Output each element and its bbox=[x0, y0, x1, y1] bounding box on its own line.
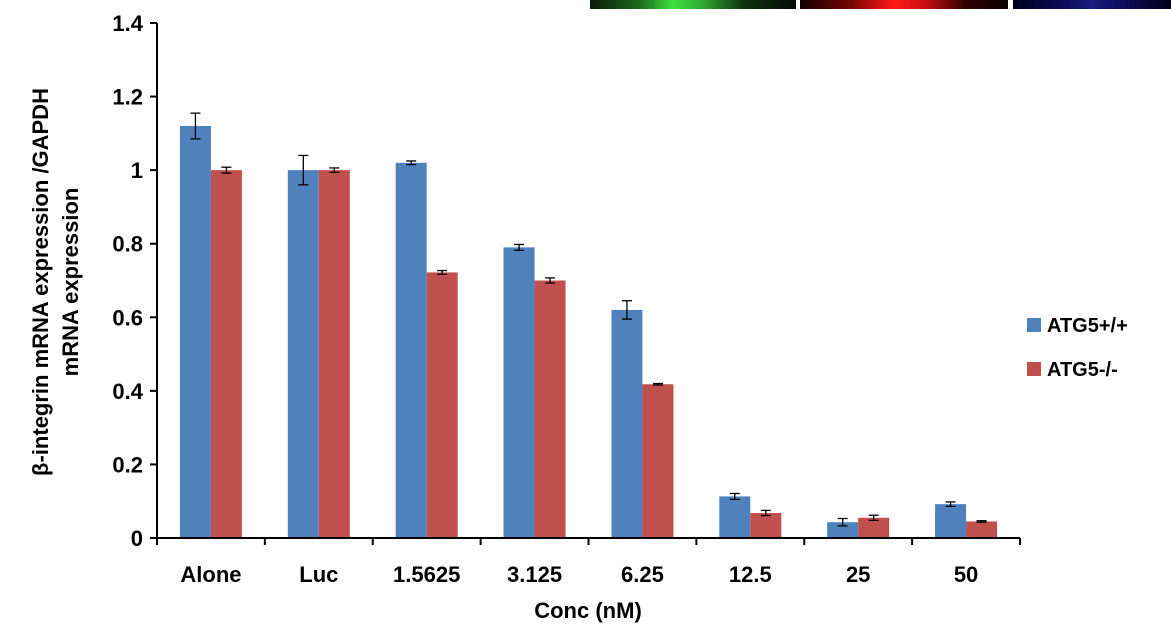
y-tick-label: 1.2 bbox=[112, 85, 143, 110]
error-bar-atg5-wt-3 bbox=[514, 243, 525, 251]
bar-atg5-wt-5 bbox=[719, 496, 751, 538]
y-tick-label: 0.6 bbox=[112, 305, 143, 330]
error-bar-atg5-ko-5 bbox=[760, 509, 771, 517]
error-bars-layer bbox=[190, 112, 987, 527]
tick-labels-layer: 0 0.2 0.4 0.6 0.8 1 1.2 1.4 Alone Luc 1.5625 3.125 6… bbox=[112, 11, 978, 587]
x-tick-label: 1.5625 bbox=[393, 562, 460, 587]
y-tick-label: 0 bbox=[131, 526, 143, 551]
error-bar-atg5-ko-1 bbox=[329, 167, 340, 174]
error-bar-atg5-wt-0 bbox=[190, 112, 201, 140]
bar-atg5-ko-1 bbox=[318, 170, 350, 538]
bar-atg5-ko-3 bbox=[534, 280, 566, 538]
x-tick-label: 3.125 bbox=[507, 562, 562, 587]
error-bar-atg5-ko-4 bbox=[652, 382, 663, 386]
bar-atg5-wt-1 bbox=[287, 170, 319, 538]
bars-layer bbox=[179, 126, 998, 539]
bar-atg5-wt-0 bbox=[179, 126, 211, 538]
x-tick-label: 50 bbox=[954, 562, 978, 587]
error-bar-atg5-wt-2 bbox=[406, 160, 417, 166]
y-tick-label: 1.4 bbox=[112, 11, 143, 36]
bar-atg5-ko-4 bbox=[642, 384, 674, 538]
error-bar-atg5-ko-7 bbox=[976, 520, 987, 523]
y-tick-label: 0.8 bbox=[112, 232, 143, 257]
x-tick-label: 12.5 bbox=[729, 562, 772, 587]
y-axis-title-line-2: mRNA expression bbox=[58, 188, 83, 377]
legend-label-atg5-ko: ATG5-/- bbox=[1047, 359, 1118, 381]
bar-atg5-wt-2 bbox=[395, 162, 427, 539]
micrograph-strip-red bbox=[800, 0, 1008, 9]
bar-atg5-wt-6 bbox=[827, 522, 859, 538]
legend-swatch-atg5-ko bbox=[1027, 362, 1041, 376]
y-tick-label: 0.4 bbox=[112, 379, 143, 404]
y-tick-label: 1 bbox=[131, 158, 143, 183]
legend: ATG5+/+ ATG5-/- bbox=[1027, 315, 1128, 381]
x-tick-label: 25 bbox=[846, 562, 870, 587]
x-tick-label: Alone bbox=[180, 562, 241, 587]
error-bar-atg5-ko-2 bbox=[437, 269, 448, 275]
error-bar-atg5-wt-5 bbox=[729, 492, 740, 501]
x-axis-title: Conc (nM) bbox=[534, 598, 642, 623]
y-axis-title: β-integrin mRNA expression /GAPDH mRNA e… bbox=[28, 88, 83, 476]
x-tick-label: Luc bbox=[299, 562, 338, 587]
y-axis-title-line-1: β-integrin mRNA expression /GAPDH bbox=[28, 88, 53, 476]
bar-atg5-ko-6 bbox=[858, 517, 890, 538]
error-bar-atg5-wt-7 bbox=[945, 501, 956, 508]
error-bar-atg5-ko-0 bbox=[221, 166, 232, 174]
x-tick-label: 6.25 bbox=[621, 562, 664, 587]
error-bar-atg5-wt-6 bbox=[837, 517, 848, 527]
axes-layer bbox=[150, 22, 1021, 545]
error-bar-atg5-wt-1 bbox=[298, 154, 309, 186]
micrograph-strip-green bbox=[590, 0, 796, 9]
y-tick-label: 0.2 bbox=[112, 452, 143, 477]
bar-atg5-ko-2 bbox=[426, 272, 458, 538]
bar-atg5-ko-7 bbox=[966, 521, 998, 538]
bar-atg5-ko-0 bbox=[210, 170, 242, 538]
bar-atg5-ko-5 bbox=[750, 512, 782, 538]
micrograph-strip-blue bbox=[1013, 0, 1171, 9]
error-bar-atg5-ko-6 bbox=[868, 514, 879, 521]
error-bar-atg5-ko-3 bbox=[545, 277, 556, 284]
bar-atg5-wt-4 bbox=[611, 309, 643, 538]
legend-swatch-atg5-wt bbox=[1027, 318, 1041, 332]
legend-label-atg5-wt: ATG5+/+ bbox=[1047, 315, 1128, 337]
bar-atg5-wt-7 bbox=[935, 504, 967, 538]
bar-atg5-wt-3 bbox=[503, 247, 535, 538]
error-bar-atg5-wt-4 bbox=[621, 300, 632, 320]
